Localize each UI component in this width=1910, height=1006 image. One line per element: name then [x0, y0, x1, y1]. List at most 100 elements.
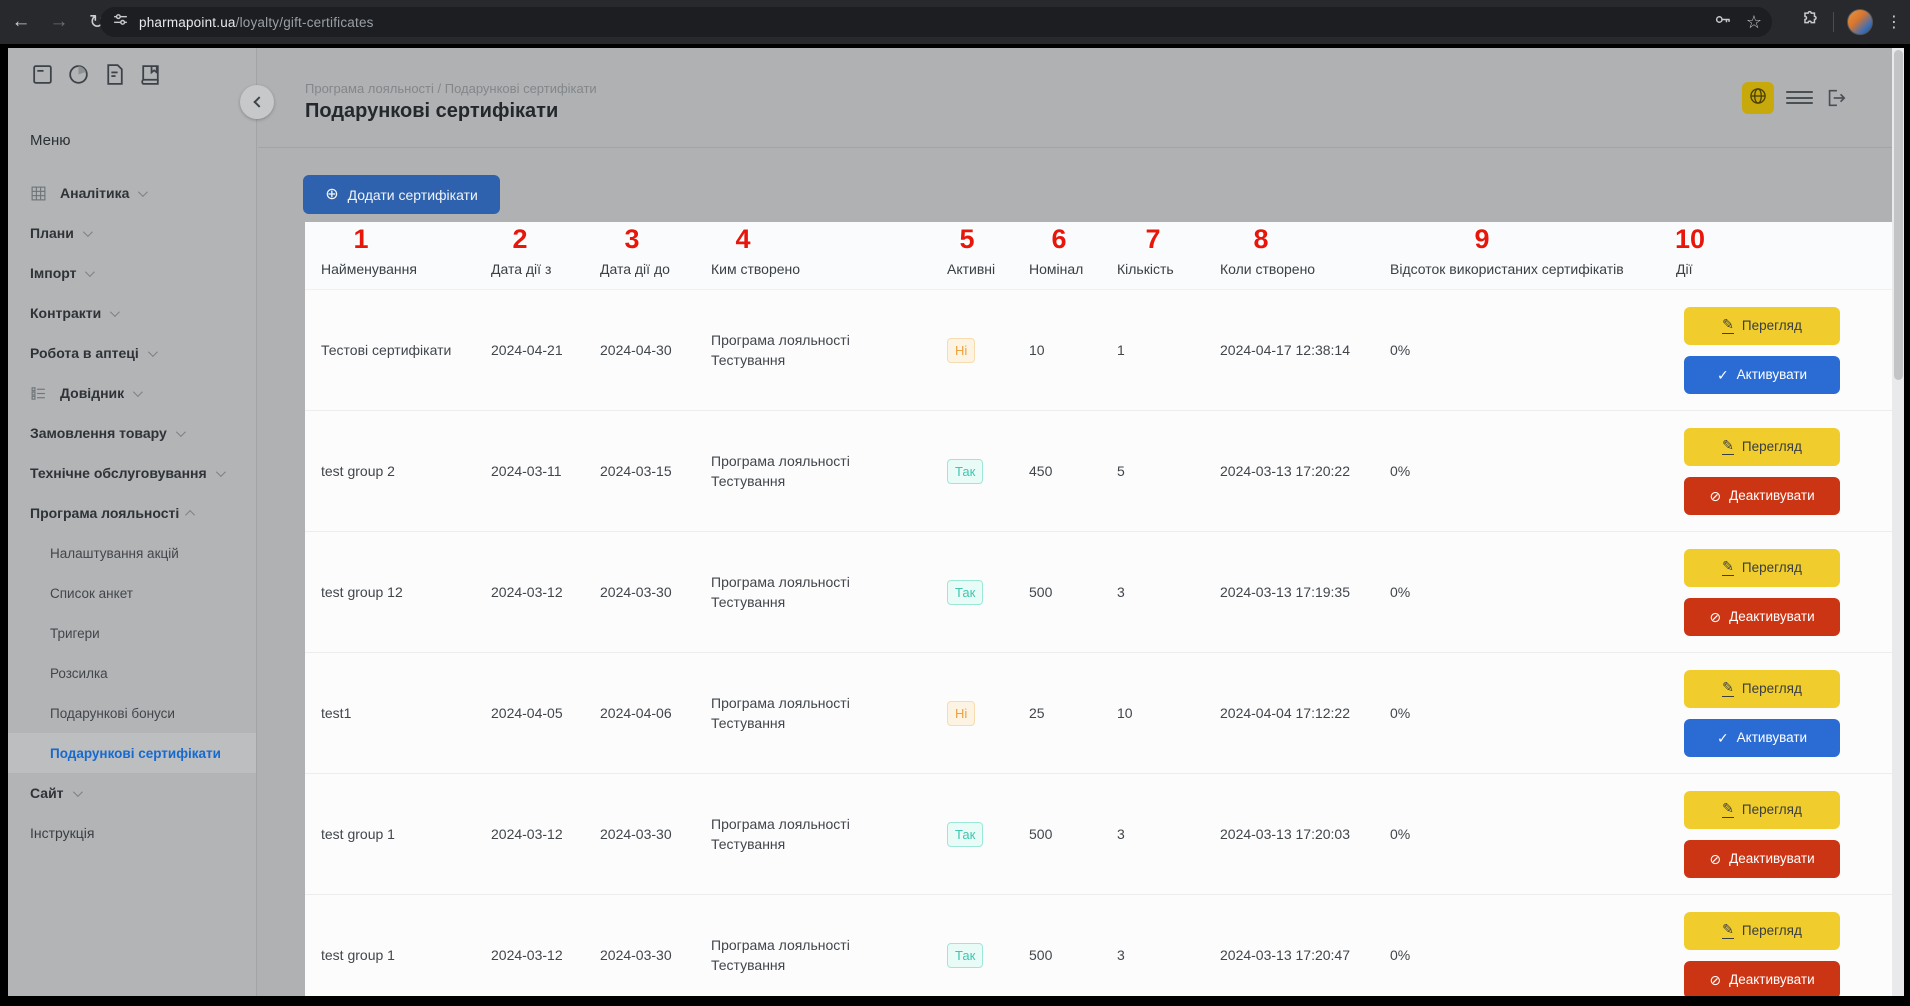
- prohibit-icon: ⊘: [1709, 487, 1722, 504]
- sidebar-item-gift-certificates[interactable]: Подарункові сертифікати: [8, 733, 256, 773]
- url-text[interactable]: pharmapoint.ua/loyalty/gift-certificates: [139, 14, 374, 30]
- toolbar-separator: [1833, 12, 1834, 32]
- cell-quantity: 5: [1117, 463, 1125, 479]
- activate-button[interactable]: ✓ Активувати: [1684, 355, 1840, 394]
- deactivate-button[interactable]: ⊘ Деактивувати: [1684, 960, 1840, 996]
- add-certificates-button[interactable]: ⊕ Додати сертифікати: [303, 175, 500, 214]
- chevron-down-icon: [133, 386, 144, 397]
- cell-quantity: 3: [1117, 826, 1125, 842]
- cell-actions: ✎ Перегляд ✓ Активувати: [1676, 306, 1880, 394]
- book-icon[interactable]: [138, 62, 163, 92]
- sidebar-item-analytics[interactable]: Аналітика: [8, 173, 256, 213]
- annotation-6: 6: [1051, 224, 1067, 254]
- cell-nominal: 25: [1029, 705, 1045, 721]
- sidebar-item-promo-settings[interactable]: Налаштування акцій: [50, 545, 179, 561]
- col-header-actions: Дії: [1676, 261, 1693, 277]
- sidebar-item-directory[interactable]: Довідник: [8, 373, 256, 413]
- pie-chart-icon[interactable]: [66, 62, 91, 92]
- cell-name: test group 1: [321, 947, 395, 963]
- status-badge: Ні: [947, 700, 976, 726]
- sidebar-item-gift-bonuses[interactable]: Подарункові бонуси: [50, 705, 175, 721]
- cell-name: Тестові сертифікати: [321, 342, 452, 358]
- cell-date-to: 2024-03-30: [600, 826, 672, 842]
- deactivate-button[interactable]: ⊘ Деактивувати: [1684, 839, 1840, 878]
- annotation-7: 7: [1145, 224, 1161, 254]
- cell-date-to: 2024-03-15: [600, 463, 672, 479]
- cell-quantity: 1: [1117, 342, 1125, 358]
- status-badge: Ні: [947, 337, 976, 363]
- sidebar-item-goods-order[interactable]: Замовлення товару: [8, 413, 256, 453]
- view-button[interactable]: ✎ Перегляд: [1684, 306, 1840, 345]
- chevron-down-icon: [175, 426, 186, 437]
- cell-actions: ✎ Перегляд ⊘ Деактивувати: [1676, 790, 1880, 878]
- cell-nominal: 500: [1029, 826, 1053, 842]
- document-icon[interactable]: [102, 62, 127, 92]
- edit-icon: ✎: [1722, 437, 1734, 455]
- view-button[interactable]: ✎ Перегляд: [1684, 548, 1840, 587]
- annotation-9: 9: [1474, 224, 1490, 254]
- deactivate-button[interactable]: ⊘ Деактивувати: [1684, 597, 1840, 636]
- sidebar-item-pharmacy-work[interactable]: Робота в аптеці: [8, 333, 256, 373]
- page-scrollbar[interactable]: [1892, 48, 1904, 996]
- chevron-down-icon: [215, 466, 226, 477]
- site-info-icon[interactable]: [112, 11, 129, 33]
- profile-avatar[interactable]: [1847, 9, 1873, 35]
- forward-icon[interactable]: →: [49, 11, 69, 32]
- extensions-icon[interactable]: [1801, 10, 1820, 34]
- annotation-10: 10: [1674, 224, 1706, 254]
- cell-percent: 0%: [1390, 705, 1411, 721]
- sidebar-item-site[interactable]: Сайт: [8, 773, 256, 813]
- col-header-quantity: Кількість: [1117, 261, 1174, 277]
- cell-created-by: Програма лояльності Тестування: [711, 331, 850, 368]
- cell-date-to: 2024-03-30: [600, 947, 672, 963]
- sidebar-item-triggers[interactable]: Тригери: [50, 625, 100, 641]
- bookmark-star-icon[interactable]: ☆: [1745, 11, 1762, 32]
- cell-actions: ✎ Перегляд ✓ Активувати: [1676, 669, 1880, 757]
- col-header-name: Найменування: [321, 261, 417, 277]
- sidebar-item-loyalty-program[interactable]: Програма лояльності: [8, 493, 256, 533]
- archive-icon[interactable]: [30, 62, 55, 92]
- col-header-active: Активні: [947, 261, 996, 277]
- sidebar-item-mailing[interactable]: Розсилка: [50, 665, 108, 681]
- sidebar-item-instruction[interactable]: Інструкція: [30, 825, 95, 841]
- cell-name: test group 2: [321, 463, 395, 479]
- back-icon[interactable]: ←: [11, 11, 31, 32]
- logout-button[interactable]: [1825, 87, 1847, 114]
- status-badge: Так: [947, 821, 984, 847]
- table-header-row: Найменування Дата дії з Дата дії до Ким …: [305, 222, 1892, 290]
- language-button[interactable]: [1742, 82, 1774, 114]
- annotation-4: 4: [735, 224, 751, 254]
- menu-title: Меню: [30, 132, 71, 149]
- prohibit-icon: ⊘: [1709, 971, 1722, 988]
- view-button[interactable]: ✎ Перегляд: [1684, 669, 1840, 708]
- menu-toggle-button[interactable]: [1786, 91, 1813, 104]
- cell-created-at: 2024-03-13 17:20:47: [1220, 947, 1350, 963]
- annotation-5: 5: [959, 224, 975, 254]
- scrollbar-thumb[interactable]: [1893, 50, 1903, 380]
- annotation-8: 8: [1253, 224, 1269, 254]
- sidebar-item-import[interactable]: Імпорт: [8, 253, 256, 293]
- view-button[interactable]: ✎ Перегляд: [1684, 911, 1840, 950]
- chrome-menu-icon[interactable]: ⋮: [1886, 14, 1902, 31]
- view-button[interactable]: ✎ Перегляд: [1684, 790, 1840, 829]
- sidebar-item-plans[interactable]: Плани: [8, 213, 256, 253]
- cell-active: Ні: [947, 700, 1029, 726]
- deactivate-button[interactable]: ⊘ Деактивувати: [1684, 476, 1840, 515]
- list-icon: [30, 385, 47, 402]
- activate-button[interactable]: ✓ Активувати: [1684, 718, 1840, 757]
- sidebar-item-maintenance[interactable]: Технічне обслуговування: [8, 453, 256, 493]
- cell-date-to: 2024-04-06: [600, 705, 672, 721]
- address-bar[interactable]: pharmapoint.ua/loyalty/gift-certificates…: [100, 7, 1772, 37]
- view-button[interactable]: ✎ Перегляд: [1684, 427, 1840, 466]
- sidebar-collapse-button[interactable]: [240, 85, 274, 119]
- sidebar-item-questionnaires[interactable]: Список анкет: [50, 585, 133, 601]
- check-icon: ✓: [1716, 366, 1729, 383]
- annotation-3: 3: [624, 224, 640, 254]
- table-row: Тестові сертифікати 2024-04-21 2024-04-3…: [305, 290, 1892, 411]
- cell-date-to: 2024-04-30: [600, 342, 672, 358]
- page-title: Подарункові сертифікати: [305, 100, 559, 122]
- cell-created-by: Програма лояльності Тестування: [711, 936, 850, 973]
- sidebar-item-contracts[interactable]: Контракти: [8, 293, 256, 333]
- password-key-icon[interactable]: [1713, 10, 1732, 34]
